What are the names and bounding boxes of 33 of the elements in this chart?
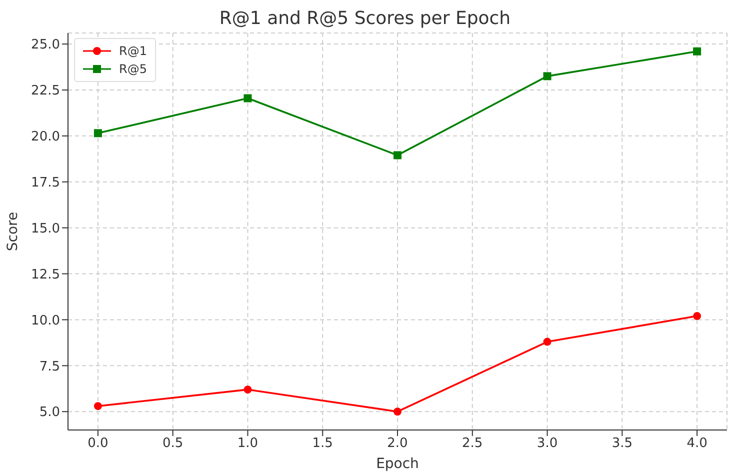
y-tick-label: 17.5 — [31, 175, 60, 190]
point — [94, 129, 102, 138]
y-tick-label: 25.0 — [31, 38, 60, 53]
point — [244, 94, 252, 102]
y-tick-label: 7.5 — [39, 359, 60, 374]
y-tick-label: 5.0 — [39, 405, 60, 420]
x-tick-label: 1.0 — [237, 436, 258, 452]
y-tick-label: 22.5 — [31, 84, 60, 99]
chart-title: R@1 and R@5 Scores per Epoch — [218, 8, 512, 29]
x-tick-label: 4.0 — [686, 436, 708, 452]
point — [394, 408, 402, 416]
point — [543, 72, 552, 80]
legend-label: R@1 — [119, 44, 147, 58]
point — [244, 386, 252, 394]
x-tick-label: 3.5 — [612, 436, 633, 452]
y-tick-label: 15.0 — [31, 221, 60, 236]
y-tick-label: 20.0 — [31, 130, 60, 145]
legend-label: R@5 — [119, 62, 147, 76]
x-tick-label: 0.5 — [162, 436, 184, 452]
x-tick-label: 0.0 — [88, 436, 108, 452]
y-tick-label: 12.5 — [31, 267, 60, 282]
point — [543, 338, 552, 346]
x-tick-label: 3.0 — [536, 436, 558, 452]
point — [693, 47, 702, 56]
point — [394, 151, 402, 160]
point — [693, 312, 702, 320]
x-tick-label: 1.5 — [312, 436, 333, 452]
y-tick-label: 10.0 — [31, 313, 60, 328]
y-axis-title: Score — [4, 212, 21, 252]
x-axis-title: Epoch — [376, 456, 419, 472]
point — [94, 402, 102, 410]
x-tick-label: 2.5 — [462, 436, 483, 452]
x-tick-label: 2.0 — [387, 436, 408, 452]
